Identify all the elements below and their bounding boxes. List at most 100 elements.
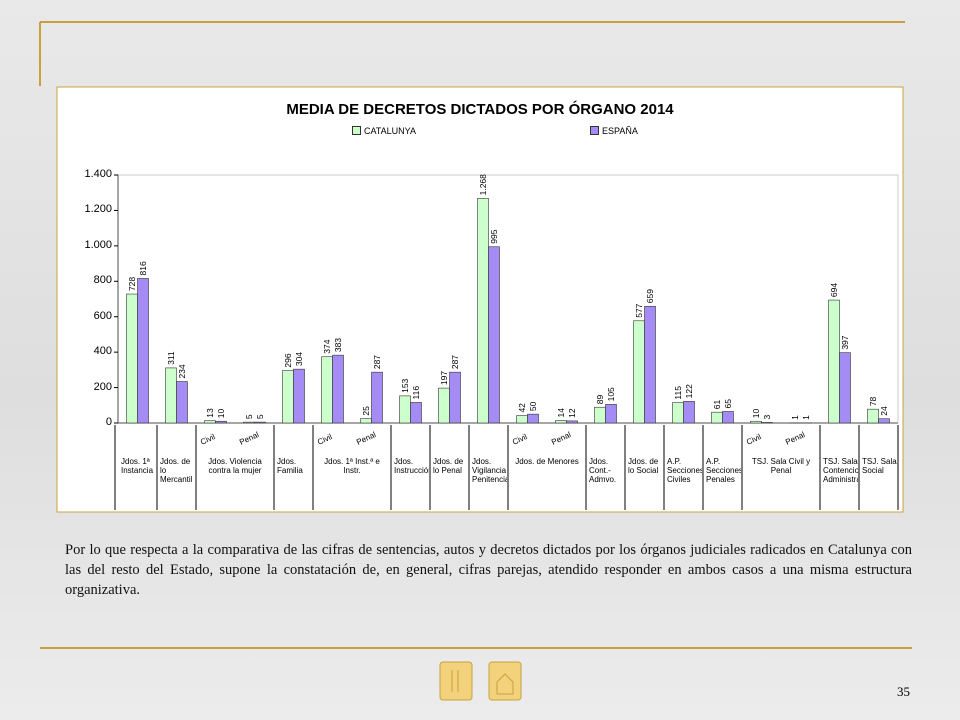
value-label: 1 (801, 415, 811, 420)
y-tick-label: 400 (93, 345, 112, 358)
value-label: 14 (556, 408, 566, 418)
bar (282, 370, 294, 424)
value-label: 61 (712, 399, 722, 409)
value-label: 397 (840, 335, 850, 349)
value-label: 311 (166, 351, 176, 365)
bar (126, 293, 138, 424)
x-tick-label: A.P. Secciones Penales (706, 457, 741, 484)
x-tick-label: Jdos. de lo Penal (433, 457, 464, 475)
x-tick-label: Jdos. 1ª Instancia (121, 457, 154, 475)
nav-back-button[interactable] (439, 661, 473, 701)
value-label: 42 (517, 403, 527, 413)
bar (360, 418, 372, 424)
bar (633, 320, 645, 424)
bar (410, 402, 422, 424)
y-tick-label: 200 (93, 380, 112, 393)
bar (878, 418, 890, 424)
legend-label: ESPAÑA (602, 126, 638, 136)
bar (711, 411, 723, 424)
value-label: 65 (723, 399, 733, 409)
y-tick-label: 800 (93, 274, 112, 287)
x-group-label: Jdos. 1ª Inst.ª e Instr. (324, 457, 380, 475)
value-label: 287 (450, 355, 460, 369)
x-tick-label: Jdos. de lo Mercantil (160, 457, 193, 484)
value-label: 383 (333, 338, 343, 352)
value-label: 5 (255, 414, 265, 419)
value-label: 24 (879, 406, 889, 416)
bar (321, 356, 333, 424)
x-tick-label: A.P. Secciones Civiles (667, 457, 702, 484)
bar (254, 421, 266, 424)
bar (605, 404, 617, 424)
back-icon (451, 670, 459, 692)
bar (555, 420, 567, 424)
bar (722, 411, 734, 424)
bar (137, 278, 149, 424)
x-group-label: Jdos. de Menores (515, 457, 579, 466)
bar (488, 246, 500, 424)
y-tick-label: 600 (93, 309, 112, 322)
bar (332, 354, 344, 424)
value-label: 10 (216, 409, 226, 419)
x-tick-label: Jdos. de lo Social (628, 457, 659, 475)
value-label: 1 (790, 415, 800, 420)
bar (477, 198, 489, 424)
value-label: 5 (244, 414, 254, 419)
y-tick-label: 1.000 (84, 238, 112, 251)
bar (750, 420, 762, 424)
value-label: 296 (283, 353, 293, 367)
y-tick-label: 0 (105, 416, 112, 428)
value-label: 25 (361, 406, 371, 416)
body-text: Por lo que respecta a la comparativa de … (65, 542, 912, 598)
bar (644, 305, 656, 424)
bar (165, 367, 177, 424)
value-label: 577 (634, 303, 644, 317)
page-number: 35 (897, 684, 910, 699)
x-tick-label: Jdos. Familia (277, 457, 303, 475)
value-label: 105 (606, 387, 616, 401)
legend-entry: CATALUNYA (352, 126, 416, 136)
bar (176, 381, 188, 424)
bar (672, 402, 684, 424)
bar (839, 352, 851, 424)
bar (761, 422, 773, 424)
bar (566, 420, 578, 424)
value-label: 78 (868, 396, 878, 406)
value-label: 122 (684, 384, 694, 398)
x-tick-label: Jdos. Cont.-Admvo. (589, 457, 617, 484)
legend-swatch (352, 126, 361, 135)
bar (215, 420, 227, 424)
bar (449, 371, 461, 424)
value-label: 13 (205, 408, 215, 418)
value-label: 12 (567, 408, 577, 418)
value-label: 197 (439, 371, 449, 385)
bar (399, 395, 411, 424)
x-tick-label: Jdos. Instrucción (394, 457, 429, 475)
value-label: 374 (322, 339, 332, 353)
value-label: 115 (673, 386, 683, 400)
x-tick-label: TSJ. Sala Contencioso-Administrativo (823, 457, 858, 484)
bar (243, 421, 255, 424)
value-label: 728 (127, 277, 137, 291)
bar (371, 371, 383, 424)
value-label: 694 (829, 283, 839, 297)
bar (438, 387, 450, 424)
value-label: 287 (372, 355, 382, 369)
y-tick-label: 1.400 (84, 168, 112, 180)
bar (828, 299, 840, 424)
bar (293, 368, 305, 424)
bar (683, 401, 695, 424)
bar (594, 406, 606, 424)
value-label: 304 (294, 352, 304, 366)
value-label: 659 (645, 289, 655, 303)
legend-swatch (590, 126, 599, 135)
value-label: 3 (762, 414, 772, 419)
value-label: 995 (489, 229, 499, 243)
value-label: 153 (400, 378, 410, 392)
value-label: 1.268 (478, 174, 488, 196)
y-tick-label: 1.200 (84, 203, 112, 216)
value-label: 89 (595, 395, 605, 405)
plot-border (117, 174, 899, 424)
